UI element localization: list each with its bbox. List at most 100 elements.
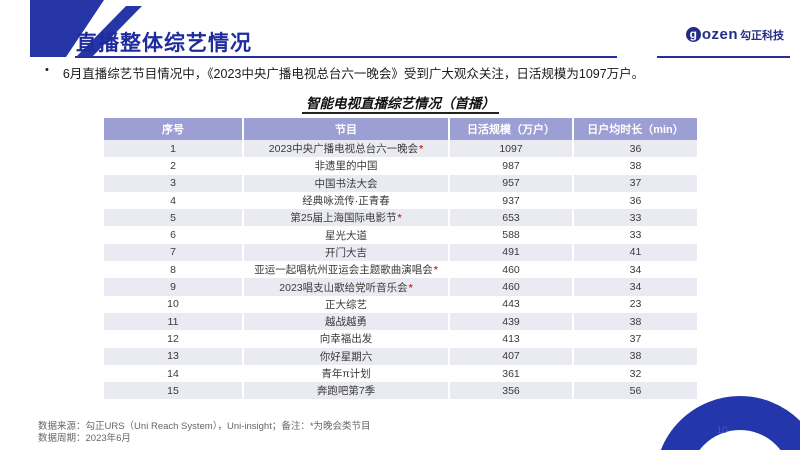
cell-duration: 33 bbox=[574, 226, 697, 244]
cell-program: 开门大吉 bbox=[244, 243, 450, 262]
cell-index: 10 bbox=[104, 295, 244, 313]
cell-program: 向幸福出发 bbox=[244, 330, 450, 348]
cell-dau: 957 bbox=[450, 174, 574, 192]
cell-dau: 987 bbox=[450, 157, 574, 175]
brand-logo: g ozen 勾正科技 bbox=[685, 25, 784, 43]
cell-program: 2023中央广播电视总台六一晚会* bbox=[244, 140, 450, 158]
programs-table: 序号 节目 日活规模（万户） 日户均时长（min） 1 2023中央广播电视总台六… bbox=[104, 118, 697, 400]
cell-duration: 32 bbox=[574, 364, 697, 383]
cell-dau: 439 bbox=[450, 312, 574, 331]
cell-program: 经典咏流传·正青春 bbox=[244, 191, 450, 210]
cell-program: 2023唱支山歌给党听音乐会* bbox=[244, 278, 450, 296]
cell-duration: 34 bbox=[574, 261, 697, 279]
table-row: 7 开门大吉 491 41 bbox=[104, 243, 697, 262]
cell-dau: 443 bbox=[450, 295, 574, 313]
logo-brand-text: ozen bbox=[701, 25, 738, 43]
table-row: 4 经典咏流传·正青春 937 36 bbox=[104, 191, 697, 210]
page-title: 直播整体综艺情况 bbox=[76, 32, 252, 55]
column-header-dau: 日活规模（万户） bbox=[450, 118, 574, 140]
table-row: 11 越战越勇 439 38 bbox=[104, 312, 697, 331]
table-section: 智能电视直播综艺情况（首播） 序号 节目 日活规模（万户） 日户均时长（min）… bbox=[104, 92, 697, 400]
cell-program: 星光大道 bbox=[244, 226, 450, 244]
cell-dau: 1097 bbox=[450, 140, 574, 158]
column-header-index: 序号 bbox=[104, 118, 244, 140]
cell-program: 第25届上海国际电影节* bbox=[244, 209, 450, 227]
cell-index: 5 bbox=[104, 209, 244, 227]
cell-index: 8 bbox=[104, 261, 244, 279]
logo-company-name: 勾正科技 bbox=[740, 30, 784, 42]
table-row: 2 非遗里的中国 987 38 bbox=[104, 157, 697, 175]
table-row: 13 你好星期六 407 38 bbox=[104, 347, 697, 365]
cell-duration: 38 bbox=[574, 312, 697, 331]
cell-index: 4 bbox=[104, 191, 244, 210]
cell-index: 9 bbox=[104, 278, 244, 296]
cell-duration: 41 bbox=[574, 243, 697, 262]
table-row: 14 青年π计划 361 32 bbox=[104, 364, 697, 383]
footnote: 数据来源：勾正URS（Uni Reach System），Uni-insight… bbox=[38, 421, 371, 446]
gala-asterisk: * bbox=[408, 281, 413, 294]
cell-dau: 407 bbox=[450, 347, 574, 365]
cell-index: 15 bbox=[104, 382, 244, 400]
gala-asterisk: * bbox=[397, 212, 402, 225]
bullet-paragraph: • 6月直播综艺节目情况中，《2023中央广播电视总台六一晚会》受到广大观众关注… bbox=[45, 63, 775, 82]
cell-program: 奔跑吧第7季 bbox=[244, 382, 450, 400]
cell-dau: 588 bbox=[450, 226, 574, 244]
cell-dau: 413 bbox=[450, 330, 574, 348]
data-period-note: 数据周期：2023年6月 bbox=[38, 433, 131, 445]
cell-duration: 38 bbox=[574, 157, 697, 175]
cell-dau: 460 bbox=[450, 278, 574, 296]
cell-duration: 37 bbox=[574, 330, 697, 348]
cell-dau: 356 bbox=[450, 382, 574, 400]
cell-index: 14 bbox=[104, 364, 244, 383]
table-row: 12 向幸福出发 413 37 bbox=[104, 330, 697, 348]
cell-index: 6 bbox=[104, 226, 244, 244]
cell-program: 中国书法大会 bbox=[244, 174, 450, 192]
cell-program: 非遗里的中国 bbox=[244, 157, 450, 175]
cell-program: 越战越勇 bbox=[244, 312, 450, 331]
cell-dau: 361 bbox=[450, 364, 574, 383]
table-row: 8 亚运一起唱杭州亚运会主题歌曲演唱会* 460 34 bbox=[104, 261, 697, 279]
cell-duration: 36 bbox=[574, 140, 697, 158]
cell-index: 11 bbox=[104, 312, 244, 331]
cell-dau: 460 bbox=[450, 261, 574, 279]
title-underline bbox=[75, 56, 617, 58]
gala-asterisk: * bbox=[419, 143, 424, 156]
cell-index: 13 bbox=[104, 347, 244, 365]
cell-index: 2 bbox=[104, 157, 244, 175]
cell-dau: 491 bbox=[450, 243, 574, 262]
column-header-duration: 日户均时长（min） bbox=[574, 118, 697, 140]
cell-duration: 34 bbox=[574, 278, 697, 296]
table-row: 9 2023唱支山歌给党听音乐会* 460 34 bbox=[104, 278, 697, 296]
bullet-dot: • bbox=[45, 64, 49, 76]
cell-program: 亚运一起唱杭州亚运会主题歌曲演唱会* bbox=[244, 261, 450, 279]
cell-duration: 33 bbox=[574, 209, 697, 227]
table-row: 5 第25届上海国际电影节* 653 33 bbox=[104, 209, 697, 227]
cell-dau: 653 bbox=[450, 209, 574, 227]
table-row: 1 2023中央广播电视总台六一晚会* 1097 36 bbox=[104, 140, 697, 158]
cell-duration: 56 bbox=[574, 382, 697, 400]
column-header-program: 节目 bbox=[244, 118, 450, 140]
cell-duration: 36 bbox=[574, 191, 697, 210]
gozen-logo-icon: g bbox=[685, 26, 701, 42]
data-source-note: 数据来源：勾正URS（Uni Reach System），Uni-insight… bbox=[38, 421, 371, 432]
table-row: 6 星光大道 588 33 bbox=[104, 226, 697, 244]
cell-program: 你好星期六 bbox=[244, 347, 450, 365]
cell-dau: 937 bbox=[450, 191, 574, 210]
cell-index: 7 bbox=[104, 243, 244, 262]
cell-duration: 38 bbox=[574, 347, 697, 365]
logo-underline bbox=[657, 56, 790, 58]
table-body: 1 2023中央广播电视总台六一晚会* 1097 36 2 非遗里的中国 987 38 3 中国书… bbox=[104, 140, 697, 400]
gala-asterisk: * bbox=[433, 264, 438, 277]
cell-program: 正大综艺 bbox=[244, 295, 450, 313]
table-row: 10 正大综艺 443 23 bbox=[104, 295, 697, 313]
cell-index: 1 bbox=[104, 140, 244, 158]
cell-index: 12 bbox=[104, 330, 244, 348]
bullet-text: 6月直播综艺节目情况中，《2023中央广播电视总台六一晚会》受到广大观众关注，日… bbox=[62, 67, 645, 81]
table-row: 15 奔跑吧第7季 356 56 bbox=[104, 382, 697, 400]
page-number: 10 bbox=[716, 425, 728, 436]
table-header-row: 序号 节目 日活规模（万户） 日户均时长（min） bbox=[104, 118, 697, 140]
table-row: 3 中国书法大会 957 37 bbox=[104, 174, 697, 192]
cell-program: 青年π计划 bbox=[244, 364, 450, 383]
cell-duration: 23 bbox=[574, 295, 697, 313]
